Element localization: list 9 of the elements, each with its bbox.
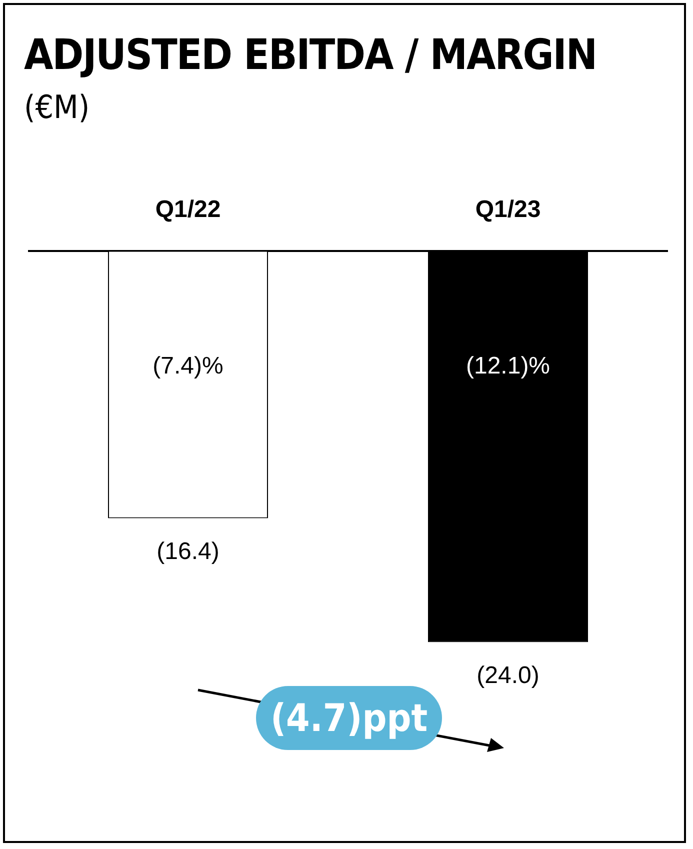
data-label: (24.0) [476,662,540,689]
annotation: (12.1)% [466,352,550,380]
chart-subtitle: (€M) [24,88,90,126]
data-label: (16.4) [156,538,220,565]
annotation: (7.4)% [152,352,224,380]
x-tick-label: Q1/22 [155,196,221,224]
x-tick-label: Q1/23 [475,196,541,224]
text: (4.7)ppt [256,686,442,750]
chart-title: ADJUSTED EBITDA / MARGIN [24,30,596,79]
